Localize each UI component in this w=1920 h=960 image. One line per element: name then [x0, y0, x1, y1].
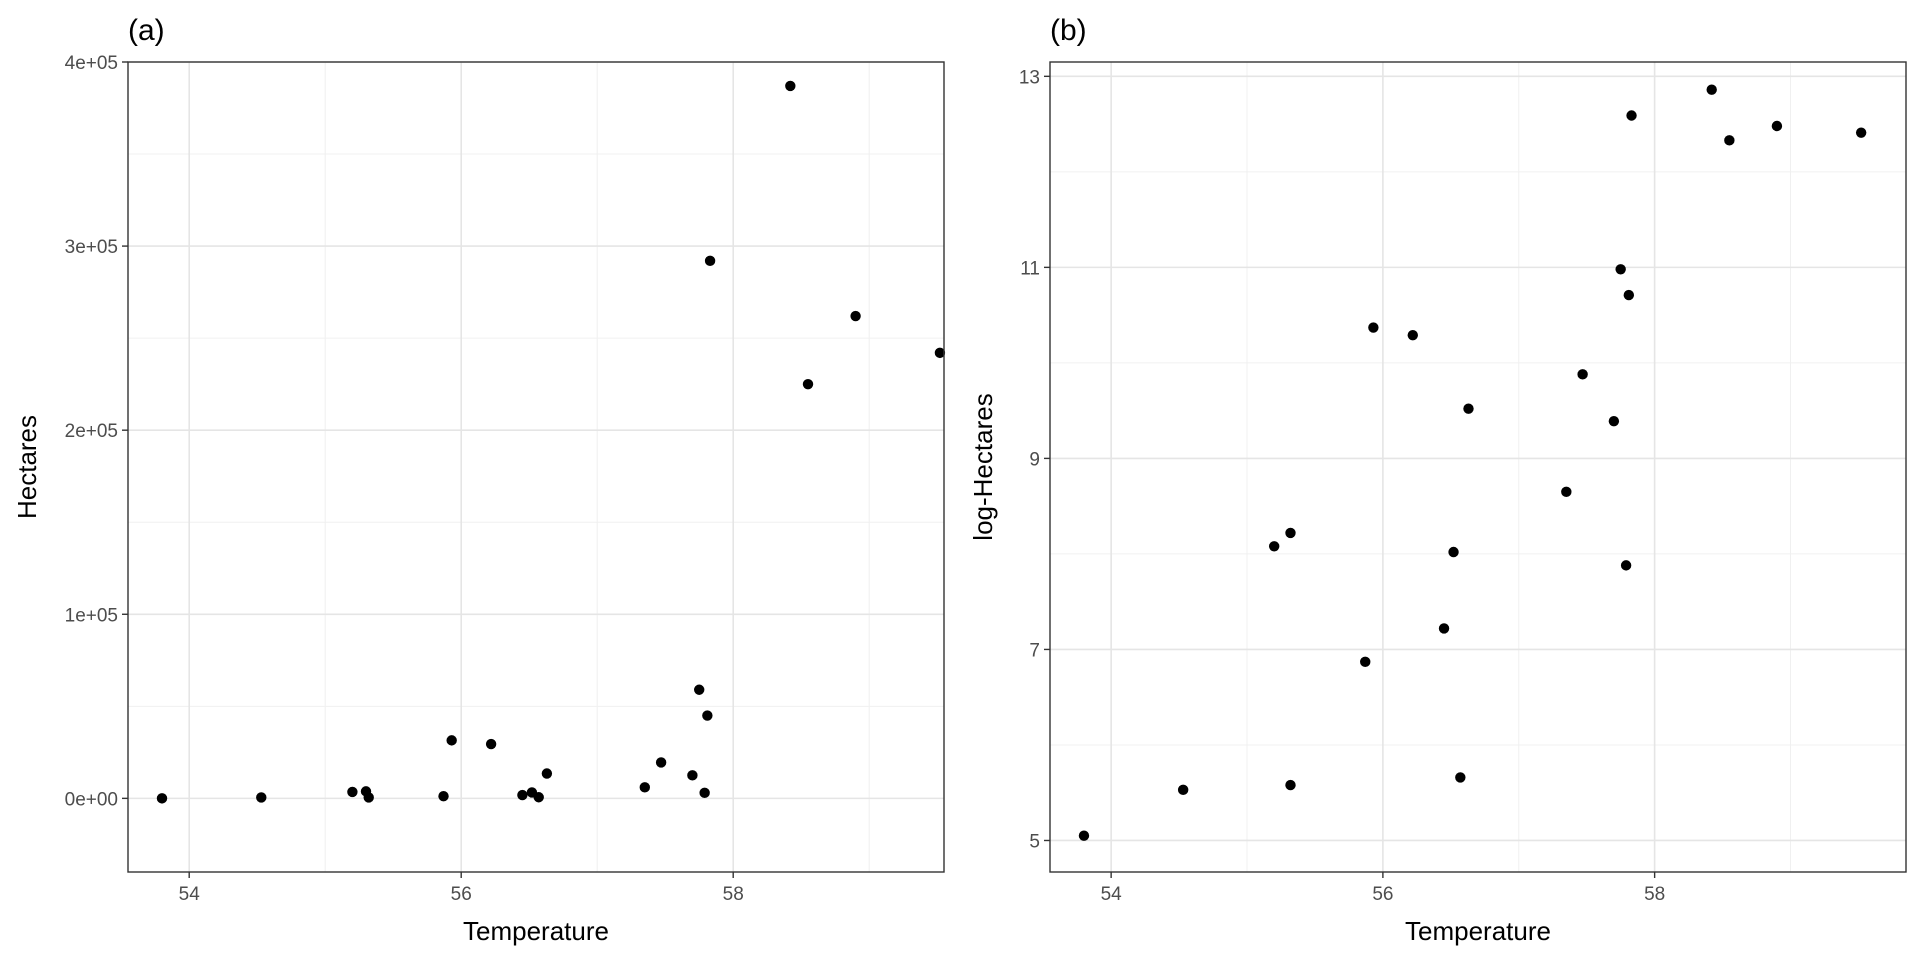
- panel-tag: (a): [128, 14, 165, 47]
- data-point: [1285, 779, 1296, 791]
- data-point: [541, 768, 553, 779]
- y-tick-label: 0e+00: [65, 789, 118, 810]
- data-point: [1615, 264, 1626, 275]
- data-point: [1368, 322, 1379, 333]
- data-point: [1463, 403, 1474, 414]
- data-point: [363, 792, 374, 803]
- data-point: [1771, 120, 1783, 132]
- data-point: [655, 757, 667, 768]
- data-point: [699, 787, 710, 799]
- y-tick-label: 4e+05: [65, 53, 118, 74]
- x-tick-label: 58: [723, 884, 744, 905]
- data-point: [1724, 135, 1735, 146]
- data-point: [687, 770, 698, 781]
- data-point: [1438, 623, 1450, 634]
- data-point: [1360, 656, 1371, 668]
- data-point: [1608, 415, 1620, 427]
- data-point: [1620, 560, 1632, 571]
- x-tick-label: 54: [179, 884, 201, 905]
- y-axis-title: log-Hectares: [968, 393, 998, 540]
- data-point: [485, 738, 497, 750]
- data-point: [156, 793, 168, 804]
- y-axis-title: Hectares: [12, 415, 42, 519]
- y-tick-label: 9: [1029, 449, 1040, 470]
- data-point: [702, 710, 713, 721]
- data-point: [785, 80, 796, 92]
- data-point: [1455, 772, 1466, 783]
- data-point: [1706, 84, 1717, 95]
- panel-a: 54 56 58 0e+00 1e+05 2e+05 3e+05 4e+05 Temperatu…: [12, 14, 946, 946]
- plot-area: [128, 62, 944, 872]
- x-axis-title: Temperature: [1405, 916, 1551, 946]
- data-point: [934, 347, 946, 359]
- x-tick-label: 56: [451, 884, 472, 905]
- data-point: [1855, 127, 1867, 138]
- plot-area: [1050, 62, 1906, 872]
- data-point: [1177, 784, 1189, 796]
- y-tick-label: 2e+05: [65, 421, 118, 442]
- y-tick-label: 13: [1019, 67, 1040, 88]
- panel-border: [127, 61, 945, 873]
- data-point: [1623, 289, 1635, 301]
- data-point: [517, 789, 528, 801]
- data-point: [1626, 110, 1637, 121]
- data-point: [850, 310, 861, 322]
- data-point: [446, 735, 457, 746]
- y-tick-label: 11: [1020, 258, 1040, 279]
- data-point: [1577, 369, 1588, 380]
- data-point: [256, 792, 267, 803]
- data-point: [802, 378, 814, 390]
- data-point: [1561, 486, 1572, 498]
- y-tick-label: 7: [1029, 640, 1040, 661]
- data-point: [1448, 546, 1459, 558]
- data-point: [704, 255, 716, 267]
- panel-tag: (b): [1050, 14, 1087, 47]
- panel-border: [1049, 61, 1907, 873]
- y-tick-label: 1e+05: [65, 605, 118, 626]
- x-tick-label: 56: [1372, 884, 1393, 905]
- data-point: [1078, 830, 1090, 841]
- data-point: [533, 792, 544, 803]
- x-axis-title: Temperature: [463, 916, 609, 946]
- data-point: [1268, 541, 1280, 552]
- y-tick-label: 5: [1029, 831, 1040, 852]
- data-point: [694, 684, 705, 695]
- data-point: [1407, 329, 1418, 341]
- data-point: [1285, 527, 1296, 539]
- x-tick-label: 54: [1101, 884, 1123, 905]
- data-point: [347, 786, 358, 798]
- y-tick-label: 3e+05: [65, 237, 118, 258]
- data-point: [438, 790, 449, 802]
- x-tick-label: 58: [1644, 884, 1665, 905]
- data-point: [639, 782, 650, 793]
- panel-b: 54 56 58 5 7 9 11 13 Temperature log-Hectares (b): [968, 14, 1907, 946]
